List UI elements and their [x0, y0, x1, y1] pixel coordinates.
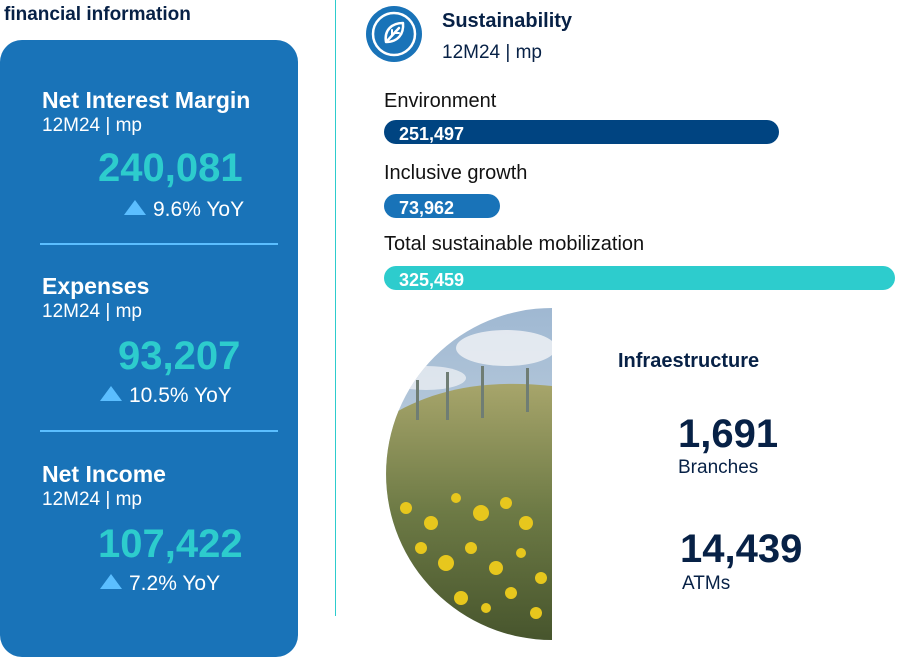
sustainability-period: 12M24 | mp [442, 42, 542, 63]
metric-label: Net Interest Margin [42, 87, 251, 113]
metric-value: 107,422 [98, 522, 243, 566]
metric-divider [40, 430, 278, 432]
triangle-up-icon [100, 386, 122, 401]
metric-period: 12M24 | mp [42, 115, 142, 136]
triangle-up-icon [124, 200, 146, 215]
bar-environment: 251,497 [384, 120, 779, 144]
metric-change-text: 9.6% YoY [153, 198, 245, 221]
metric-expenses: Expenses 12M24 | mp [42, 272, 282, 324]
atms-label: ATMs [682, 573, 731, 594]
metric-change: 10.5% YoY [100, 384, 232, 408]
financial-info-card [0, 40, 298, 657]
metric-label: Expenses [42, 273, 150, 299]
leaf-icon [366, 6, 422, 62]
atms-value: 14,439 [680, 527, 803, 571]
metric-change-text: 7.2% YoY [129, 572, 221, 595]
metric-change-text: 10.5% YoY [129, 384, 232, 407]
sustainability-title: Sustainability [442, 10, 573, 32]
metric-value: 93,207 [118, 334, 241, 378]
infrastructure-title: Infraestructure [618, 350, 760, 372]
metric-net-income: Net Income 12M24 | mp [42, 460, 282, 512]
metric-divider [40, 243, 278, 245]
metric-value: 240,081 [98, 146, 243, 190]
branches-label: Branches [678, 457, 759, 478]
bar-total-sustainable-mobilization: 325,459 [384, 266, 895, 290]
metric-period: 12M24 | mp [42, 489, 142, 510]
bar-value-label: 251,497 [399, 124, 465, 144]
metric-change: 7.2% YoY [100, 572, 220, 596]
metric-label: Net Income [42, 461, 166, 487]
bar-category-label: Inclusive growth [384, 162, 528, 184]
triangle-up-icon [100, 574, 122, 589]
section-title: financial information [4, 4, 191, 25]
metric-period: 12M24 | mp [42, 301, 142, 322]
bar-category-label: Total sustainable mobilization [384, 233, 645, 255]
bar-value-label: 73,962 [399, 198, 455, 218]
branches-value: 1,691 [678, 412, 779, 456]
landscape-photo [386, 308, 552, 640]
metric-change: 9.6% YoY [124, 198, 244, 222]
bar-inclusive-growth: 73,962 [384, 194, 500, 218]
bar-category-label: Environment [384, 90, 497, 112]
bar-value-label: 325,459 [399, 270, 465, 290]
vertical-divider [335, 0, 336, 616]
metric-net-interest-margin: Net Interest Margin 12M24 | mp [42, 86, 282, 138]
